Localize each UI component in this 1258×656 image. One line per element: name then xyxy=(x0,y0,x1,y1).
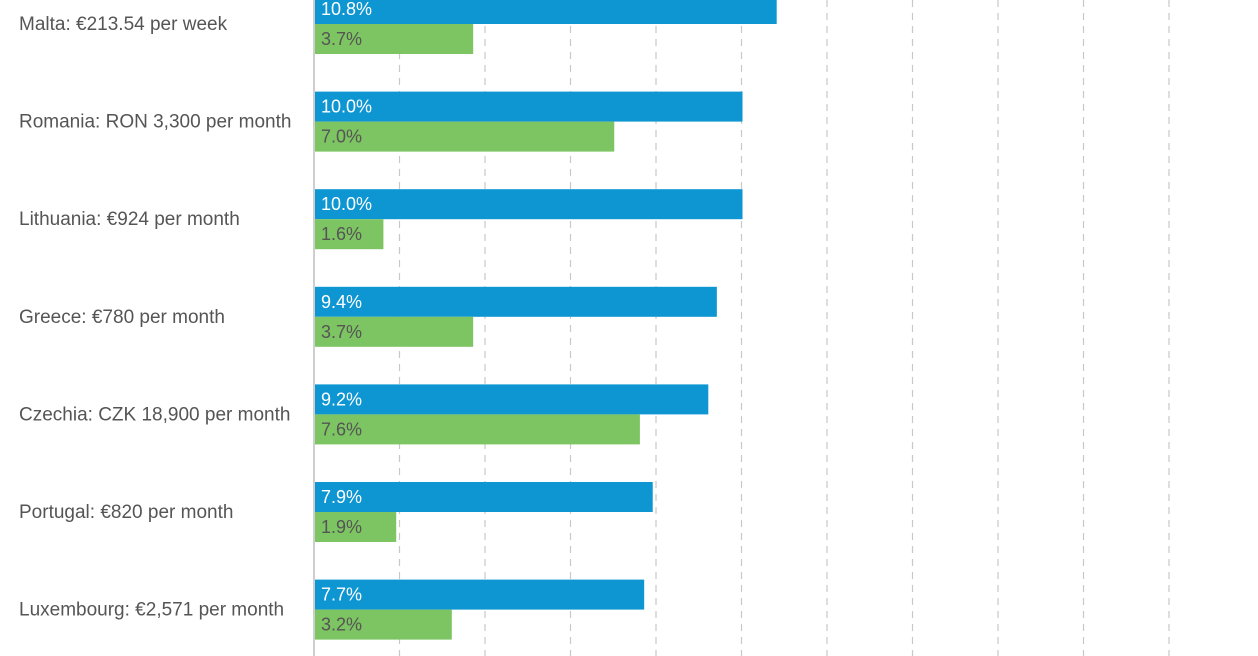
blue-bar xyxy=(315,384,709,415)
green-bar xyxy=(315,414,640,445)
category-label: Portugal: €820 per month xyxy=(19,502,233,523)
green-bar-label: 7.6% xyxy=(321,419,362,439)
green-bar-label: 3.7% xyxy=(321,322,362,342)
category-label: Romania: RON 3,300 per month xyxy=(19,112,291,133)
green-bar-label: 3.7% xyxy=(321,29,362,49)
blue-bar-label: 9.4% xyxy=(321,292,362,312)
blue-bar xyxy=(315,286,717,317)
green-bar-label: 7.0% xyxy=(321,127,362,147)
green-bar xyxy=(315,512,397,542)
green-bar-label: 1.6% xyxy=(321,224,362,244)
category-label: Malta: €213.54 per week xyxy=(19,14,228,35)
green-bar xyxy=(315,609,452,640)
bars xyxy=(315,0,777,640)
green-bar xyxy=(315,219,384,250)
green-bar xyxy=(315,121,615,152)
blue-bar xyxy=(315,91,743,122)
category-label: Czechia: CZK 18,900 per month xyxy=(19,404,290,425)
green-bar xyxy=(315,316,474,347)
blue-bar-label: 9.2% xyxy=(321,389,362,409)
blue-bar xyxy=(315,482,653,512)
green-bar-label: 1.9% xyxy=(321,517,362,537)
blue-bar-label: 7.7% xyxy=(321,585,362,605)
blue-bar xyxy=(315,189,743,220)
blue-bar-label: 10.8% xyxy=(321,0,372,19)
blue-bar xyxy=(315,579,645,610)
green-bar xyxy=(315,24,474,54)
labels: 10.8% 3.7% Malta: €213.54 per week 10.0% 7.0… xyxy=(19,0,372,635)
blue-bar-label: 10.0% xyxy=(321,194,372,214)
blue-bar-label: 7.9% xyxy=(321,487,362,507)
blue-bar xyxy=(315,0,777,24)
category-label: Luxembourg: €2,571 per month xyxy=(19,600,284,621)
category-label: Greece: €780 per month xyxy=(19,307,225,328)
category-label: Lithuania: €924 per month xyxy=(19,209,240,230)
green-bar-label: 3.2% xyxy=(321,615,362,635)
blue-bar-label: 10.0% xyxy=(321,97,372,117)
